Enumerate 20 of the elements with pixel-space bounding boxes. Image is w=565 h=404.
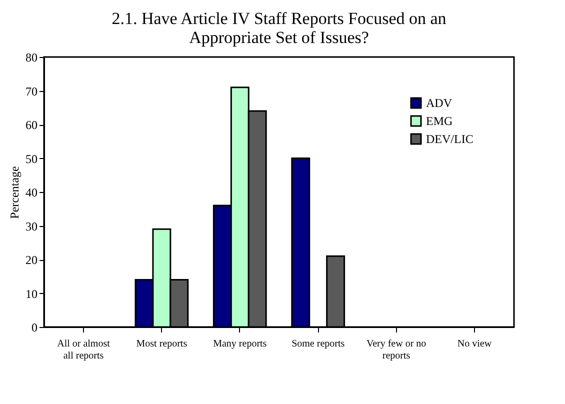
x-tick-label: Very few or no reports <box>366 338 426 362</box>
y-tick-label: 70 <box>26 84 38 98</box>
y-tick-label: 30 <box>26 219 38 234</box>
x-tick-label: Many reports <box>213 338 267 350</box>
x-tick-label: Some reports <box>292 338 345 350</box>
legend-label: EMG <box>426 114 453 128</box>
y-tick-label: 10 <box>26 286 38 301</box>
y-tick-label: 20 <box>26 253 38 267</box>
y-tick-label: 50 <box>26 152 38 166</box>
y-tick-label: 60 <box>26 118 38 132</box>
y-tick-label: 80 <box>26 50 38 64</box>
legend-label: ADV <box>426 96 452 110</box>
y-axis-title: Percentage <box>8 166 22 219</box>
x-tick-label: All or almost all reports <box>57 338 110 362</box>
x-tick-label: Most reports <box>136 338 188 350</box>
x-tick-label: No view <box>457 338 492 350</box>
chart-title: 2.1. Have Article IV Staff Reports Focused on an Appropriate Set of Issues? <box>112 9 447 47</box>
y-tick-label: 40 <box>26 186 38 200</box>
legend-label: DEV/LIC <box>426 132 474 146</box>
y-tick-label: 0 <box>32 320 38 334</box>
